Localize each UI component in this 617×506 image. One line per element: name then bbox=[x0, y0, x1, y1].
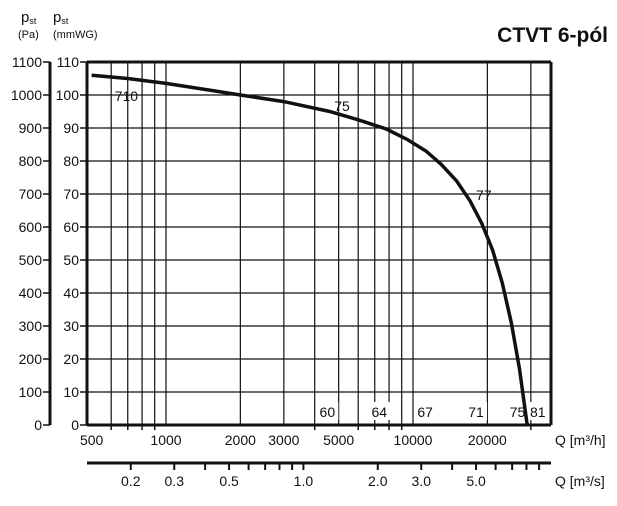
x-m3s-tick-label: 0.2 bbox=[121, 473, 141, 489]
x-m3h-tick-label: 5000 bbox=[323, 432, 354, 448]
x-m3h-tick-label: 2000 bbox=[225, 432, 256, 448]
y-mmwg-tick-label: 80 bbox=[63, 153, 79, 169]
x-m3s-tick-label: 3.0 bbox=[412, 473, 432, 489]
y-mmwg-tick-label: 20 bbox=[63, 351, 79, 367]
sound-level-label: 67 bbox=[417, 404, 433, 420]
y-mmwg-axis-label: pst (mmWG) bbox=[53, 9, 98, 41]
y-mmwg-tick-label: 110 bbox=[57, 54, 80, 70]
svg-text:(mmWG): (mmWG) bbox=[53, 29, 98, 41]
svg-text:pst: pst bbox=[53, 9, 69, 26]
y-mmwg-tick-label: 30 bbox=[63, 318, 79, 334]
y-pa-tick-label: 0 bbox=[34, 417, 42, 433]
chart-title: CTVT 6-pól bbox=[497, 24, 608, 47]
y-mmwg-tick-label: 0 bbox=[71, 417, 79, 433]
sound-level-label: 75 bbox=[510, 404, 526, 420]
sound-level-label: 64 bbox=[371, 404, 387, 420]
x-m3s-tick-label: 0.3 bbox=[165, 473, 185, 489]
y-pa-tick-label: 700 bbox=[19, 186, 43, 202]
x-m3h-tick-label: 3000 bbox=[268, 432, 299, 448]
y-mmwg-tick-label: 100 bbox=[56, 87, 80, 103]
y-mmwg-tick-label: 60 bbox=[63, 219, 79, 235]
y-mmwg-tick-label: 10 bbox=[63, 384, 79, 400]
y-pa-tick-label: 1000 bbox=[11, 87, 42, 103]
x-m3h-axis-label: Q [m³/h] bbox=[555, 432, 606, 448]
sound-level-label-bg bbox=[368, 402, 391, 420]
y-pa-tick-label: 1100 bbox=[12, 54, 42, 70]
x-m3h-tick-label: 500 bbox=[80, 432, 104, 448]
y-pa-tick-label: 900 bbox=[19, 120, 43, 136]
x-m3h-tick-label: 10000 bbox=[394, 432, 433, 448]
svg-text:(Pa): (Pa) bbox=[18, 29, 39, 41]
x-m3s-tick-label: 5.0 bbox=[466, 473, 486, 489]
y-pa-tick-label: 400 bbox=[19, 285, 43, 301]
y-pa-tick-label: 500 bbox=[19, 252, 43, 268]
curve-annotation: 77 bbox=[476, 187, 492, 203]
x-m3h-tick-label: 1000 bbox=[150, 432, 181, 448]
y-pa-tick-label: 300 bbox=[19, 318, 43, 334]
y-pa-tick-label: 800 bbox=[19, 153, 43, 169]
sound-level-label-bg bbox=[465, 402, 488, 420]
curve-annotation: 710 bbox=[115, 88, 139, 104]
sound-level-label: 71 bbox=[468, 404, 484, 420]
sound-level-label-bg bbox=[414, 402, 437, 420]
x-m3s-tick-label: 1.0 bbox=[294, 473, 314, 489]
y-pa-tick-label: 200 bbox=[19, 351, 43, 367]
y-mmwg-tick-label: 50 bbox=[63, 252, 79, 268]
sound-level-label-bg bbox=[526, 402, 549, 420]
sound-level-label: 81 bbox=[530, 404, 546, 420]
x-m3s-tick-label: 2.0 bbox=[368, 473, 388, 489]
x-m3h-tick-label: 20000 bbox=[468, 432, 507, 448]
y-pa-tick-label: 100 bbox=[19, 384, 43, 400]
curve-annotation: 75 bbox=[334, 98, 350, 114]
y-pa-tick-label: 600 bbox=[19, 219, 43, 235]
y-mmwg-tick-label: 70 bbox=[63, 186, 79, 202]
x-m3s-axis-label: Q [m³/s] bbox=[555, 473, 605, 489]
svg-text:pst: pst bbox=[21, 9, 37, 26]
y-mmwg-tick-label: 40 bbox=[63, 285, 79, 301]
x-m3s-tick-label: 0.5 bbox=[219, 473, 239, 489]
fan-curve-line bbox=[91, 73, 529, 426]
y-pa-axis-label: pst (Pa) bbox=[18, 9, 39, 41]
sound-level-label: 60 bbox=[320, 404, 336, 420]
y-mmwg-tick-label: 90 bbox=[63, 120, 79, 136]
sound-level-label-bg bbox=[316, 402, 339, 420]
